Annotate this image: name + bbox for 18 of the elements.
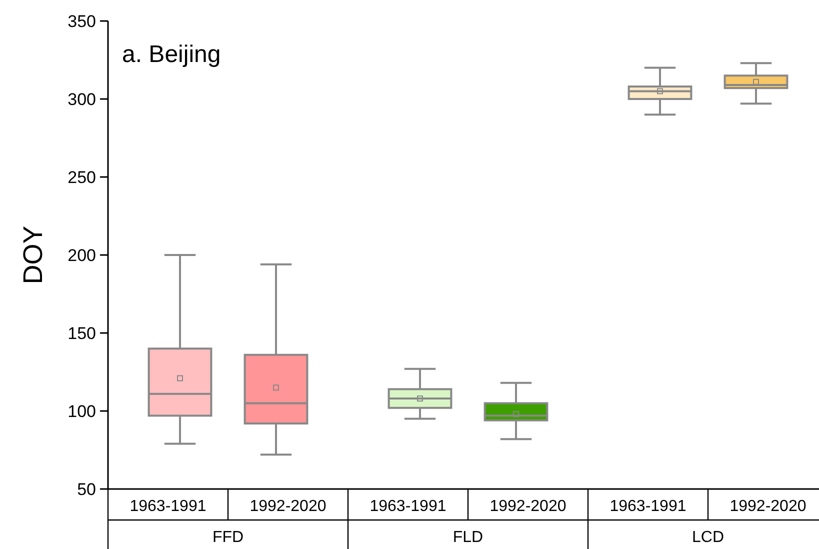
x-tick-label: 1963-1991 <box>130 498 206 515</box>
y-tick-label: 200 <box>68 246 96 265</box>
y-tick-label: 100 <box>68 402 96 421</box>
x-tick-label: 1992-2020 <box>730 498 806 515</box>
y-tick-label: 150 <box>68 324 96 343</box>
x-tick-label: 1963-1991 <box>370 498 446 515</box>
y-axis-title: DOY <box>18 226 48 284</box>
y-tick-label: 350 <box>68 12 96 31</box>
x-tick-label: 1963-1991 <box>610 498 686 515</box>
text: a. Beijing <box>122 41 221 68</box>
text: FFD <box>212 529 244 546</box>
text: LCD <box>692 529 724 546</box>
text: FLD <box>452 529 484 546</box>
y-tick-label: 300 <box>68 90 96 109</box>
y-tick-label: 250 <box>68 168 96 187</box>
x-tick-label: 1992-2020 <box>250 498 326 515</box>
y-tick-label: 50 <box>77 480 96 499</box>
x-tick-label: 1992-2020 <box>490 498 566 515</box>
